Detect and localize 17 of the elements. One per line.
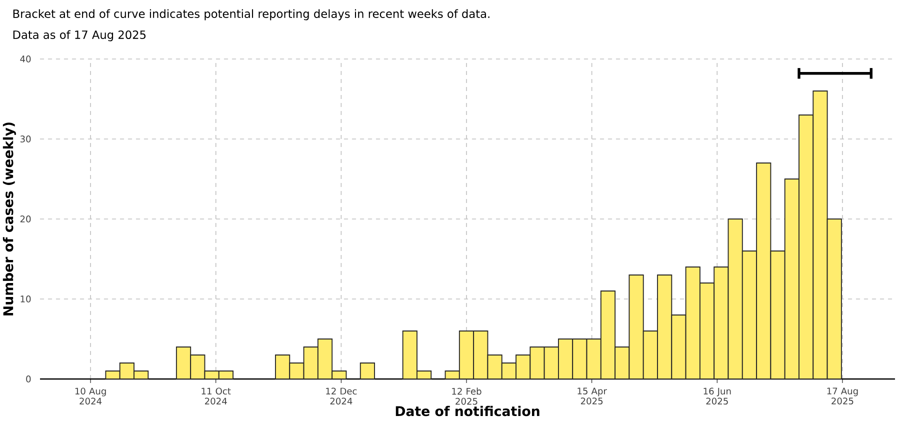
y-tick-label: 10 <box>20 296 31 302</box>
x-axis-title: Date of notification <box>396 406 540 416</box>
y-tick-label: 40 <box>20 56 31 62</box>
y-tick-label: 0 <box>26 376 31 382</box>
x-tick-label: 11 Oct 2024 <box>202 388 231 405</box>
x-tick-label: 16 Jun 2025 <box>704 388 731 405</box>
x-tick-label: 12 Dec 2024 <box>326 388 357 405</box>
chart-title: Bracket at end of curve indicates potential reporting delays in recent weeks of data. <box>13 9 490 20</box>
y-tick-label: 30 <box>20 136 31 142</box>
chart-subtitle: Data as of 17 Aug 2025 <box>13 30 146 42</box>
y-tick-label: 20 <box>20 216 31 222</box>
x-tick-label: 15 Apr 2025 <box>578 388 607 404</box>
y-axis-title: Number of cases (weekly) <box>2 122 16 316</box>
x-tick-label: 10 Aug 2024 <box>75 388 106 405</box>
x-tick-label: 17 Aug 2025 <box>827 388 858 404</box>
x-tick-label: 12 Feb 2025 <box>452 388 482 405</box>
bar <box>360 362 375 380</box>
